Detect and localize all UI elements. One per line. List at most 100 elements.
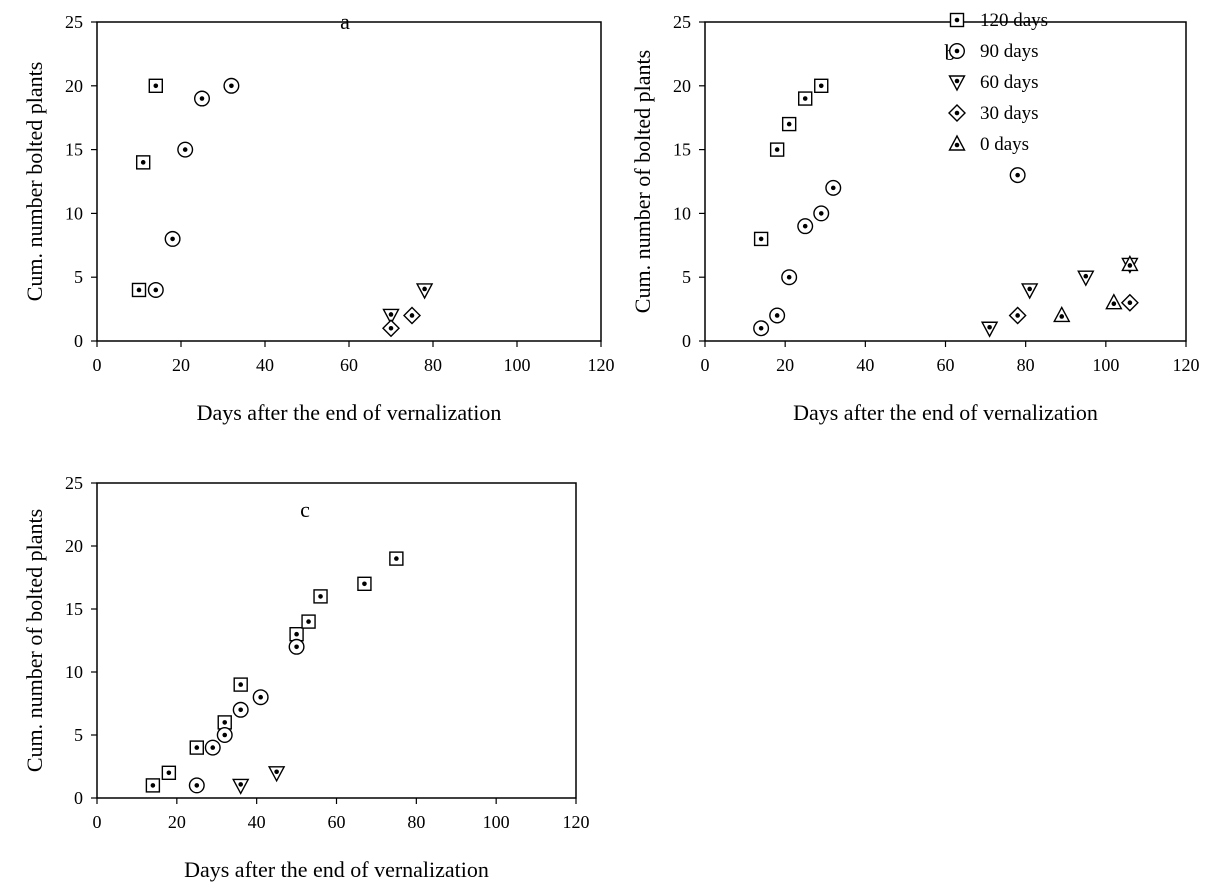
panel-label: c bbox=[300, 497, 310, 522]
y-axis-title: Cum. number of bolted plants bbox=[22, 509, 47, 772]
data-point-square bbox=[301, 614, 316, 629]
data-point-triangle-down bbox=[980, 321, 999, 338]
panel-label: a bbox=[340, 9, 350, 34]
data-point-triangle-down bbox=[415, 283, 434, 300]
data-point-triangle-down bbox=[1077, 270, 1095, 287]
data-point-triangle-down bbox=[382, 308, 400, 325]
y-tick-label: 15 bbox=[673, 140, 691, 160]
data-point-circle bbox=[193, 90, 210, 107]
y-axis-title: Cum. number of bolted plants bbox=[630, 50, 655, 313]
x-tick-label: 80 bbox=[407, 812, 425, 832]
data-point-square bbox=[781, 116, 797, 132]
data-point-circle bbox=[781, 269, 798, 286]
data-point-triangle-down bbox=[1021, 283, 1039, 300]
data-point-diamond bbox=[1008, 306, 1027, 325]
plot-frame bbox=[704, 21, 1187, 342]
data-point-circle bbox=[813, 205, 830, 222]
data-point-square bbox=[798, 91, 813, 106]
panel-c: 0 20 40 60 80 100 120 0 5 10 15 20 25 Days after the … bbox=[22, 473, 590, 882]
data-point-triangle-down bbox=[267, 766, 286, 783]
data-point-square bbox=[769, 142, 785, 157]
x-axis-title: Days after the end of vernalization bbox=[197, 400, 502, 425]
x-tick-label: 20 bbox=[172, 355, 190, 375]
legend-marker-diamond bbox=[948, 104, 966, 122]
x-tick-label: 120 bbox=[588, 355, 615, 375]
x-tick-label: 0 bbox=[701, 355, 710, 375]
panel-b: 0 20 40 60 80 100 120 0 5 10 15 20 25 Days after the … bbox=[630, 10, 1200, 425]
x-tick-label: 60 bbox=[328, 812, 346, 832]
y-tick-label: 25 bbox=[65, 12, 83, 32]
legend-entry-label: 90 days bbox=[980, 41, 1039, 62]
y-tick-label: 10 bbox=[65, 203, 83, 223]
x-tick-label: 0 bbox=[93, 355, 102, 375]
legend-entry-label: 60 days bbox=[980, 72, 1039, 93]
data-point-circle bbox=[164, 230, 181, 247]
data-point-square bbox=[753, 231, 769, 247]
legend-marker-triangle-down bbox=[948, 75, 966, 92]
legend-marker-triangle-up bbox=[948, 134, 966, 151]
data-point-circle bbox=[769, 307, 786, 324]
data-point-circle bbox=[147, 281, 164, 298]
data-point-circle bbox=[216, 727, 233, 744]
legend-marker-square bbox=[949, 12, 965, 28]
legend-entry-label: 30 days bbox=[980, 103, 1039, 124]
data-point-square bbox=[161, 765, 177, 780]
legend-entry-label: 0 days bbox=[980, 134, 1029, 155]
data-point-square bbox=[233, 677, 248, 692]
x-axis-title: Days after the end of vernalization bbox=[184, 857, 489, 882]
legend-marker-circle bbox=[949, 43, 966, 60]
x-tick-label: 60 bbox=[340, 355, 358, 375]
data-point-circle bbox=[825, 179, 842, 196]
y-tick-label: 0 bbox=[682, 331, 691, 351]
plot-frame bbox=[96, 482, 577, 799]
y-tick-label: 5 bbox=[682, 267, 691, 287]
x-tick-label: 100 bbox=[1092, 355, 1119, 375]
data-point-diamond bbox=[403, 306, 421, 325]
plot-frame bbox=[96, 21, 602, 342]
y-axis-title: Cum. number bolted plants bbox=[22, 62, 47, 302]
data-point-triangle-up bbox=[1105, 293, 1123, 310]
data-point-square bbox=[389, 551, 404, 566]
y-tick-label: 20 bbox=[65, 76, 83, 96]
x-tick-label: 40 bbox=[856, 355, 874, 375]
y-tick-label: 10 bbox=[673, 203, 691, 223]
x-tick-label: 60 bbox=[937, 355, 955, 375]
x-tick-label: 20 bbox=[776, 355, 794, 375]
data-point-square bbox=[217, 715, 232, 730]
data-point-circle bbox=[252, 689, 269, 706]
x-axis-title: Days after the end of vernalization bbox=[793, 400, 1098, 425]
data-point-square bbox=[145, 778, 161, 793]
x-tick-label: 80 bbox=[424, 355, 442, 375]
y-tick-label: 5 bbox=[74, 725, 83, 745]
data-point-diamond bbox=[382, 319, 400, 338]
x-tick-label: 20 bbox=[168, 812, 186, 832]
panel-a: 0 20 40 60 80 100 120 0 5 10 15 20 25 Days after the … bbox=[22, 9, 615, 425]
y-tick-label: 20 bbox=[65, 536, 83, 556]
legend-entry-label: 120 days bbox=[980, 10, 1048, 31]
x-tick-label: 40 bbox=[248, 812, 266, 832]
x-tick-label: 120 bbox=[1173, 355, 1200, 375]
data-point-square bbox=[289, 627, 304, 642]
y-tick-label: 15 bbox=[65, 140, 83, 160]
data-point-circle bbox=[177, 141, 194, 158]
data-point-square bbox=[148, 78, 164, 94]
data-point-triangle-down bbox=[232, 778, 250, 795]
x-tick-label: 40 bbox=[256, 355, 274, 375]
y-tick-label: 0 bbox=[74, 788, 83, 808]
data-point-square bbox=[189, 740, 204, 755]
data-point-circle bbox=[753, 320, 770, 337]
data-point-square bbox=[313, 589, 328, 604]
y-tick-label: 10 bbox=[65, 662, 83, 682]
data-point-circle bbox=[223, 77, 240, 94]
data-point-triangle-up bbox=[1121, 254, 1139, 272]
y-tick-label: 0 bbox=[74, 331, 83, 351]
y-tick-label: 5 bbox=[74, 267, 83, 287]
data-point-diamond bbox=[1120, 293, 1139, 312]
data-point-square bbox=[357, 576, 372, 591]
y-tick-label: 15 bbox=[65, 599, 83, 619]
data-point-circle bbox=[797, 218, 814, 235]
x-tick-label: 80 bbox=[1017, 355, 1035, 375]
data-point-circle bbox=[1009, 167, 1026, 184]
data-point-triangle-up bbox=[1053, 305, 1071, 323]
data-point-circle bbox=[204, 739, 221, 756]
